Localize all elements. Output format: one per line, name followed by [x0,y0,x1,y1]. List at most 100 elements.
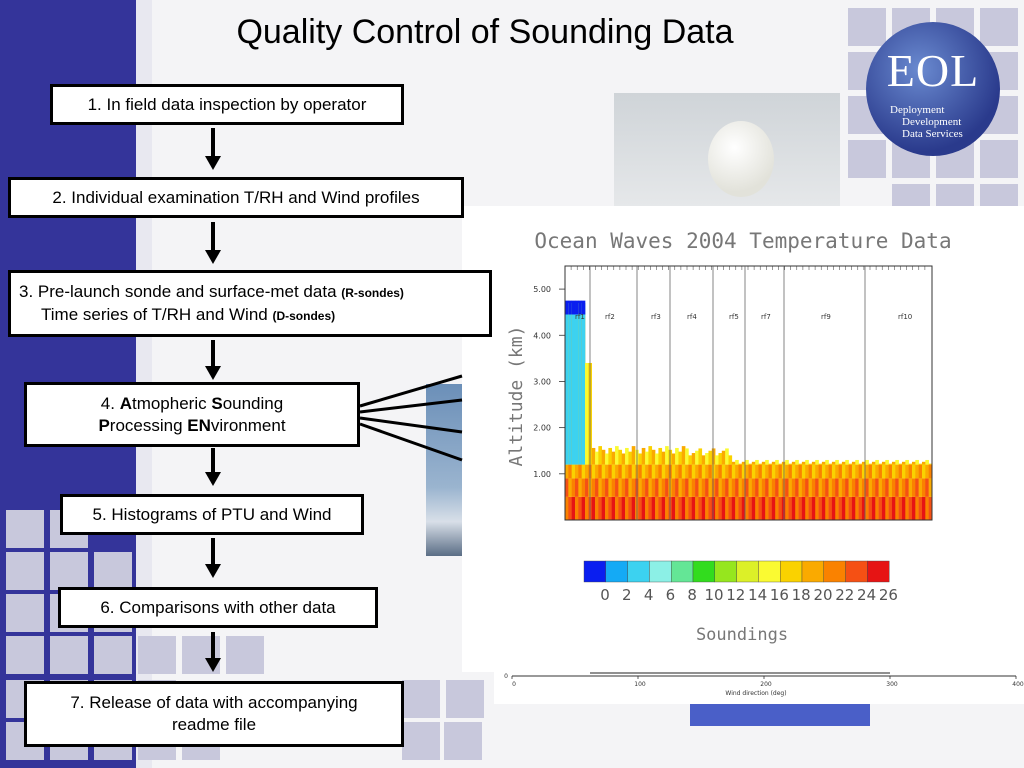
heatmap-cell [845,464,849,479]
heatmap-cell [621,496,626,520]
heatmap-cell [678,478,683,497]
heatmap-cell [565,496,569,520]
colorbar-label: 0 [600,586,610,604]
heatmap-cell [565,300,569,315]
heatmap-cell [738,478,743,497]
y-tick-label: 5.00 [533,285,551,294]
heatmap-cell [641,478,646,497]
heatmap-cell [871,461,876,465]
heatmap-cell [568,478,572,497]
heatmap-cell [841,478,846,497]
heatmap-cell [731,496,736,520]
heatmap-cell [898,464,903,479]
heatmap-cell [688,496,693,520]
heatmap-cell [788,464,793,479]
heatmap-cell [821,496,826,520]
heatmap-cell [815,464,819,479]
decorative-square [226,636,264,674]
heatmap-cell [705,453,709,465]
heatmap-cell [621,478,626,497]
balloon-icon [708,121,774,197]
colorbar-swatch [583,560,606,583]
heatmap-cell [715,455,719,465]
heatmap-cell [631,446,636,465]
heatmap-cell [891,478,896,497]
heatmap-cell [768,464,773,479]
decorative-square [444,722,482,760]
heatmap-cell [871,464,876,479]
heatmap-cell [695,496,699,520]
heatmap-cell [798,464,803,479]
heatmap-cell [718,453,723,465]
heatmap-cell [915,478,919,497]
heatmap-cell [628,496,633,520]
heatmap-cell [618,496,623,520]
colorbar-label: 6 [666,586,676,604]
heatmap-cell [641,447,646,465]
heatmap-cell [898,496,903,520]
heatmap-cell [571,302,576,465]
heatmap-cell [681,478,686,497]
heatmap-cell [755,496,759,520]
heatmap-cell [911,461,916,465]
heatmap-cell [758,496,763,520]
heatmap-cell [791,478,796,497]
step-7-line-2: readme file [171,715,257,734]
heatmap-cell [921,464,926,479]
heatmap-cell [751,461,756,465]
heatmap-cell [861,496,866,520]
heatmap-cell [651,449,656,465]
heatmap-cell [825,496,829,520]
heatmap-cell [628,478,633,497]
heatmap-cell [605,453,609,465]
heatmap-cell [645,496,649,520]
heatmap-cell [838,496,843,520]
heatmap-cell [911,464,916,479]
heatmap-cell [585,464,589,479]
heatmap-cell [615,496,619,520]
heatmap-cell [595,464,599,479]
heatmap-cell [905,464,909,479]
heatmap-cell [915,459,919,465]
heatmap-cell [765,496,769,520]
heatmap-cell [798,478,803,497]
heatmap-cell [725,464,729,479]
heatmap-cell [841,496,846,520]
heatmap-cell [898,478,903,497]
x-tick-label: 300 [886,681,898,688]
heatmap-cell [878,478,883,497]
heatmap-cell [848,478,853,497]
heatmap-cell [611,478,616,497]
heatmap-cell [811,496,816,520]
heatmap-cell [788,478,793,497]
heatmap-cell [578,302,582,465]
heatmap-cell [848,464,853,479]
heatmap-cell [805,496,809,520]
heatmap-cell [675,496,679,520]
heatmap-cell [695,450,699,465]
heatmap-cell [855,478,859,497]
y-tick-label: 2.00 [533,424,551,433]
heatmap-cell [731,461,736,465]
heatmap-cell [765,459,769,465]
colorbar-label: 24 [857,586,876,604]
colorbar-swatch [692,560,715,583]
heatmap-cell [928,464,933,479]
heatmap-cell [615,478,619,497]
heatmap-cell [711,448,716,465]
heatmap-cell [858,478,863,497]
heatmap-cell [685,448,689,465]
heatmap-cell [851,496,856,520]
step-2: 2. Individual examination T/RH and Wind … [8,177,464,218]
heatmap-cell [741,464,746,479]
heatmap-cell [735,464,739,479]
heatmap-cell [595,496,599,520]
heatmap-cell [568,302,572,465]
step-6: 6. Comparisons with other data [58,587,378,628]
heatmap-cell [658,478,663,497]
arrow-4 [205,448,221,486]
heatmap-cell [728,478,733,497]
decorative-square [980,140,1018,178]
heatmap-cell [795,459,799,465]
heatmap-cell [835,459,839,465]
